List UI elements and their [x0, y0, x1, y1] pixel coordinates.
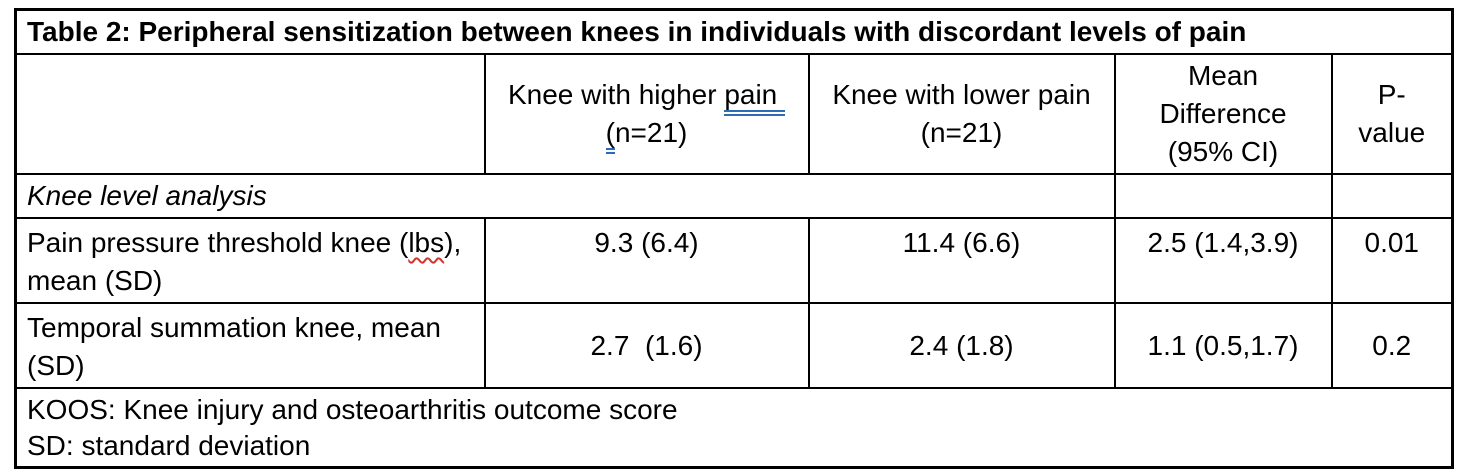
row-label: Pain pressure threshold knee (lbs), mean… — [14, 217, 486, 304]
label-text: Temporal summation knee, mean — [27, 312, 441, 343]
table-row-pain-pressure: Pain pressure threshold knee (lbs), mean… — [14, 217, 1454, 304]
footnotes-cell: KOOS: Knee injury and osteoarthritis out… — [14, 387, 1454, 469]
header-knee-higher-pain: Knee with higher pain (n=21) — [483, 53, 810, 175]
section-label: Knee level analysis — [14, 173, 1116, 219]
header-text: (95% CI) — [1167, 136, 1279, 167]
spellcheck-marked-word: lbs — [408, 227, 445, 258]
label-text: Pain pressure threshold knee ( — [27, 227, 409, 258]
header-empty-cell — [14, 53, 486, 175]
label-text: ), — [444, 227, 462, 258]
header-text: Mean — [1187, 60, 1259, 91]
header-text: Knee with lower pain — [832, 79, 1091, 110]
table-header-row: Knee with higher pain (n=21) Knee with l… — [14, 53, 1454, 175]
footnote-koos: KOOS: Knee injury and osteoarthritis out… — [27, 394, 678, 425]
value-cell: 11.4 (6.6) — [807, 217, 1116, 304]
header-p-value: P- value — [1330, 53, 1454, 175]
grammar-marked-word: pain — [724, 79, 786, 116]
value-cell: 0.2 — [1330, 302, 1454, 389]
section-row: Knee level analysis — [14, 173, 1454, 219]
header-text: value — [1358, 117, 1426, 148]
header-mean-difference: Mean Difference (95% CI) — [1113, 53, 1333, 175]
section-empty-cell — [1113, 173, 1333, 219]
value-cell: 2.5 (1.4,3.9) — [1113, 217, 1333, 304]
section-empty-cell — [1330, 173, 1454, 219]
table-title-row: Table 2: Peripheral sensitization betwee… — [14, 8, 1454, 55]
header-knee-lower-pain: Knee with lower pain (n=21) — [807, 53, 1116, 175]
results-table: Table 2: Peripheral sensitization betwee… — [14, 8, 1454, 469]
value-cell: 1.1 (0.5,1.7) — [1113, 302, 1333, 389]
header-text: Knee with higher — [507, 79, 725, 110]
value-cell: 9.3 (6.4) — [483, 217, 810, 304]
header-text: (n=21) — [920, 117, 1003, 148]
label-text: mean (SD) — [27, 265, 163, 296]
label-text: (SD) — [27, 350, 85, 381]
row-label: Temporal summation knee, mean (SD) — [14, 302, 486, 389]
value-cell: 2.4 (1.8) — [807, 302, 1116, 389]
table-title: Table 2: Peripheral sensitization betwee… — [14, 8, 1454, 55]
header-text: P- — [1377, 79, 1406, 110]
footnotes-row: KOOS: Knee injury and osteoarthritis out… — [14, 387, 1454, 469]
header-text: n=21) — [614, 117, 688, 148]
table-row-temporal-summation: Temporal summation knee, mean (SD) 2.7 (… — [14, 302, 1454, 389]
footnote-sd: SD: standard deviation — [27, 430, 311, 461]
header-text: Difference — [1159, 98, 1287, 129]
value-cell: 2.7 (1.6) — [483, 302, 810, 389]
value-cell: 0.01 — [1330, 217, 1454, 304]
grammar-marked-paren: ( — [605, 117, 615, 154]
